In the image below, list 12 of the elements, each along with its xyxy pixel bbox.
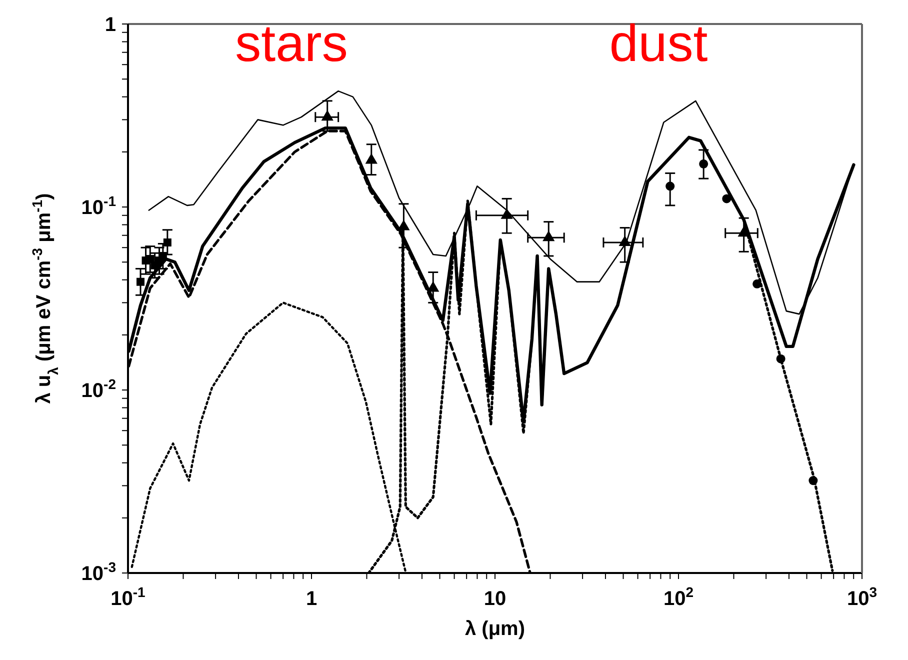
- x-tick-label: 1: [306, 588, 318, 610]
- y-tick-label: 1: [104, 14, 116, 36]
- x-axis-title: λ (μm): [464, 618, 526, 640]
- y-tick-label: 10$^{-1}$: [81, 193, 116, 219]
- y-tick-label: 10$^{-2}$: [81, 376, 116, 402]
- x-tick-label: 10$^{-1}$: [110, 584, 146, 610]
- y-tick-label: 10$^{-3}$: [81, 559, 116, 585]
- x-tick-label: 10: [484, 588, 506, 610]
- x-tick-label: 10$^{2}$: [663, 584, 694, 610]
- x-tick-label: 10$^{3}$: [846, 584, 878, 610]
- annotation: dust: [609, 15, 708, 73]
- annotation: stars: [235, 15, 348, 73]
